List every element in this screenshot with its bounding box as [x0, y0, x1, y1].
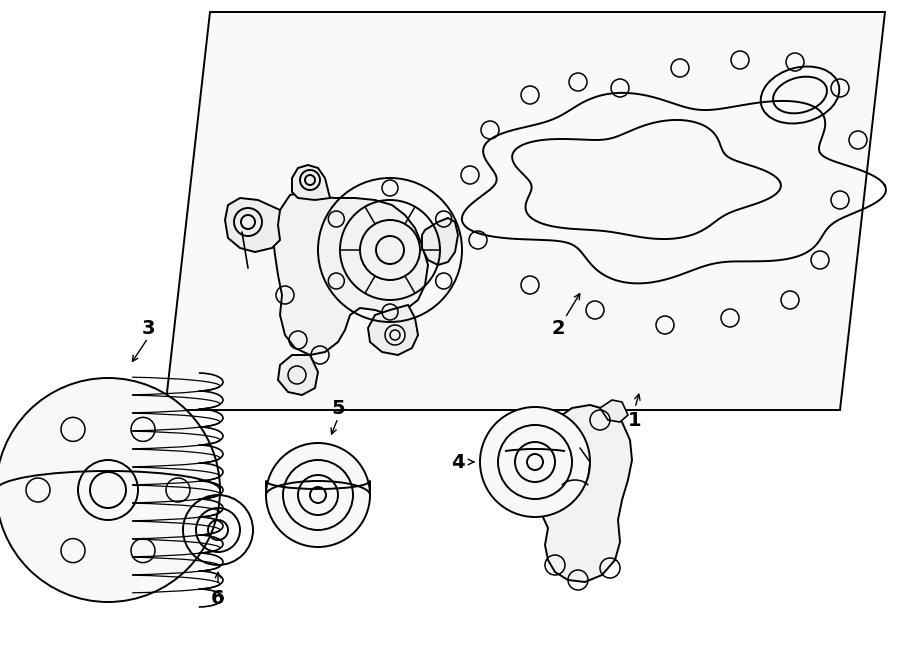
Text: 3: 3	[141, 319, 155, 338]
Polygon shape	[165, 12, 885, 410]
Circle shape	[480, 407, 590, 517]
Circle shape	[0, 378, 220, 602]
Polygon shape	[225, 198, 280, 252]
Polygon shape	[292, 165, 330, 200]
Text: 6: 6	[212, 588, 225, 607]
Text: 4: 4	[451, 453, 464, 471]
Text: 5: 5	[331, 399, 345, 418]
Circle shape	[266, 443, 370, 547]
Polygon shape	[368, 305, 418, 355]
Polygon shape	[422, 218, 458, 265]
Polygon shape	[600, 400, 628, 422]
Polygon shape	[520, 405, 632, 582]
Polygon shape	[278, 355, 318, 395]
Polygon shape	[272, 193, 428, 355]
Text: 2: 2	[551, 319, 565, 338]
Text: 1: 1	[628, 410, 642, 430]
